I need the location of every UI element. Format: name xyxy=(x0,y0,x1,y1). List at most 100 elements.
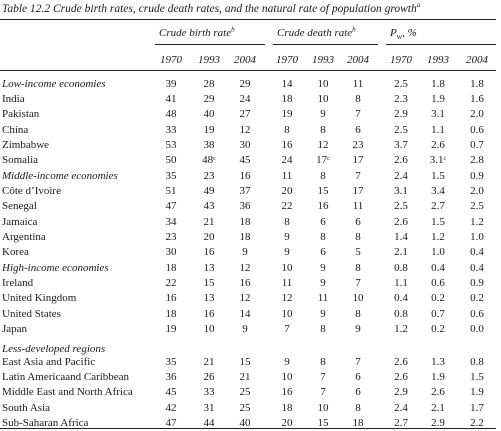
table-cell: 1.4 xyxy=(394,230,408,243)
table-cell: 12 xyxy=(317,138,329,151)
table-cell: 15 xyxy=(317,416,329,429)
table-cell: 7 xyxy=(355,277,361,290)
caption-text: Crude birth rates, crude death rates, an… xyxy=(53,3,417,15)
table-cell: 30 xyxy=(239,138,251,151)
table-cell: 10 xyxy=(352,292,364,305)
table-cell: 25 xyxy=(239,401,251,414)
row-label: United States xyxy=(2,307,61,320)
table-cell: 13 xyxy=(203,292,215,305)
table-cell: 35 xyxy=(165,356,177,368)
table-cell: 6 xyxy=(320,215,326,228)
table-cell: 39 xyxy=(165,78,177,90)
table-cell: 2.8 xyxy=(470,154,484,166)
table-cell: 2.9 xyxy=(431,416,445,429)
table-cell: 17ᶜ xyxy=(316,154,330,166)
table-cell: 7 xyxy=(320,386,326,399)
table-cell: 1.5 xyxy=(470,371,484,384)
row-label: Côte d’Ivoire xyxy=(2,185,61,198)
table-cell: 1.3 xyxy=(431,356,445,368)
table-cell: 1.1 xyxy=(431,123,445,136)
table-cell: 38 xyxy=(203,138,215,151)
table-cell: 18 xyxy=(352,416,364,429)
table-cell: 9 xyxy=(242,322,248,335)
table-cell: 20 xyxy=(281,185,293,198)
growth-group-rule xyxy=(386,44,496,45)
table-cell: 21 xyxy=(203,215,215,228)
row-label: Jamaica xyxy=(2,215,38,228)
table-cell: 8 xyxy=(355,93,361,106)
table-cell: 26 xyxy=(203,371,215,384)
table-cell: 41 xyxy=(165,93,177,106)
table-cell: 8 xyxy=(284,123,290,136)
table-cell: 0.8 xyxy=(394,307,408,320)
table-cell: 2.7 xyxy=(431,200,445,213)
caption-label: Table 12.2 xyxy=(2,3,51,15)
table-cell: 15 xyxy=(203,277,215,290)
row-label: East Asia and Pacific xyxy=(2,356,96,368)
table-cell: 1.8 xyxy=(431,78,445,90)
table-cell: 7 xyxy=(355,108,361,121)
table-cell: 18 xyxy=(281,93,293,106)
table-cell: 19 xyxy=(281,108,293,121)
table-cell: 0.4 xyxy=(470,262,484,274)
table-cell: 8 xyxy=(320,322,326,335)
table-cell: 47 xyxy=(165,200,177,213)
table-cell: 9 xyxy=(320,262,326,274)
table-cell: 14 xyxy=(239,307,251,320)
table-cell: 8 xyxy=(320,230,326,243)
table-cell: 21 xyxy=(239,371,251,384)
table-cell: 0.7 xyxy=(470,138,484,151)
table-cell: 22 xyxy=(281,200,293,213)
table-cell: 53 xyxy=(165,138,177,151)
table-cell: 23 xyxy=(352,138,364,151)
table-cell: 2.5 xyxy=(394,200,408,213)
table-cell: 9 xyxy=(284,356,290,368)
table-cell: 8 xyxy=(355,230,361,243)
table-cell: 9 xyxy=(320,277,326,290)
table-cell: 0.4 xyxy=(470,246,484,258)
table-cell: 0.9 xyxy=(470,277,484,290)
table-cell: 16 xyxy=(239,170,251,182)
table-cell: 12 xyxy=(239,262,251,274)
table-cell: 33 xyxy=(203,386,215,399)
table-cell: 28 xyxy=(203,78,215,90)
table-cell: 3.1ᶜ xyxy=(429,154,447,166)
table-cell: 9 xyxy=(242,246,248,258)
table-cell: 17 xyxy=(352,185,364,198)
table-cell: 0.0 xyxy=(470,322,484,335)
table-cell: 2.4 xyxy=(394,170,408,182)
table-cell: 2.6 xyxy=(431,386,445,399)
table-cell: 42 xyxy=(165,401,177,414)
table-cell: 8 xyxy=(355,262,361,274)
table-cell: 1.1 xyxy=(394,277,408,290)
table-cell: 20 xyxy=(203,230,215,243)
table-cell: 1.9 xyxy=(470,386,484,399)
table-cell: 2.9 xyxy=(394,386,408,399)
table-cell: 6 xyxy=(355,371,361,384)
table-cell: 2.6 xyxy=(431,138,445,151)
year-header: 2004 xyxy=(234,54,256,66)
table-cell: 40 xyxy=(239,416,251,429)
year-header: 1993 xyxy=(427,54,449,66)
table-cell: 31 xyxy=(203,401,215,414)
table-cell: 0.9 xyxy=(470,170,484,182)
table-cell: 48 xyxy=(165,108,177,121)
caption-note: a xyxy=(416,1,421,10)
table-cell: 1.2 xyxy=(431,230,445,243)
table-cell: 45 xyxy=(239,154,251,166)
table-cell: 7 xyxy=(355,170,361,182)
table-cell: 1.5 xyxy=(431,170,445,182)
table-cell: 16 xyxy=(239,277,251,290)
year-header: 1970 xyxy=(390,54,412,66)
table-cell: 0.4 xyxy=(431,262,445,274)
table-cell: 1.2 xyxy=(470,215,484,228)
row-label: South Asia xyxy=(2,401,50,414)
table-cell: 9 xyxy=(284,246,290,258)
table-cell: 8 xyxy=(320,123,326,136)
table-cell: 12 xyxy=(239,123,251,136)
top-rule xyxy=(0,19,496,20)
row-label: Korea xyxy=(2,246,29,258)
table-cell: 2.5 xyxy=(394,78,408,90)
table-cell: 10 xyxy=(317,78,329,90)
table-cell: 1.8 xyxy=(470,78,484,90)
